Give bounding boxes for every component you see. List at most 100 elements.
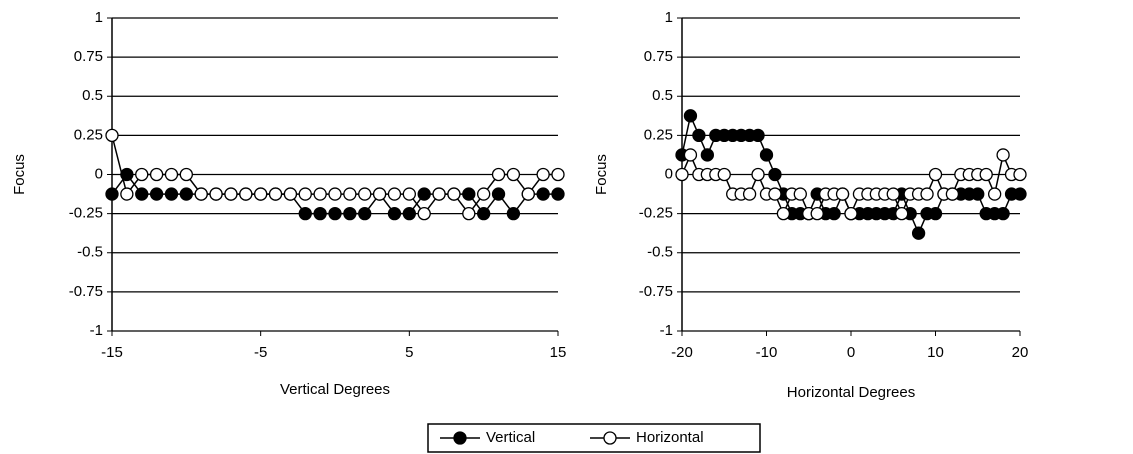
point — [343, 206, 357, 221]
point — [675, 167, 689, 182]
y-tick-label: 0.5 — [82, 87, 103, 104]
point — [164, 167, 179, 182]
x-tick-label: -10 — [756, 344, 778, 361]
y-tick-label: 0.75 — [644, 48, 673, 65]
y-axis-title: Focus — [11, 154, 28, 195]
point — [793, 187, 807, 201]
x-tick-label: 10 — [927, 344, 944, 361]
point — [742, 187, 757, 201]
point — [179, 187, 193, 201]
point — [491, 167, 506, 182]
point — [1013, 187, 1027, 201]
point — [313, 206, 327, 221]
point — [135, 167, 149, 182]
point — [328, 187, 342, 201]
point — [827, 206, 841, 221]
point — [135, 187, 149, 201]
y-tick-label: -0.75 — [639, 283, 673, 300]
point — [751, 167, 765, 182]
point — [768, 187, 782, 201]
point — [776, 206, 791, 221]
point — [536, 167, 550, 182]
point — [945, 187, 960, 201]
point — [521, 187, 535, 201]
y-tick-label: -0.25 — [69, 205, 103, 222]
point — [164, 187, 179, 201]
point — [179, 167, 193, 182]
point — [751, 128, 765, 143]
legend-label: Horizontal — [636, 429, 704, 446]
point — [551, 167, 565, 182]
legend-marker — [603, 431, 617, 445]
point — [149, 167, 164, 182]
x-tick-label: 15 — [550, 344, 567, 361]
point — [536, 187, 550, 201]
point — [402, 206, 416, 221]
point — [358, 206, 372, 221]
point — [886, 187, 900, 201]
x-tick-label: 20 — [1012, 344, 1029, 361]
y-tick-label: -0.25 — [639, 205, 673, 222]
point — [683, 109, 698, 123]
point — [254, 187, 268, 201]
point — [911, 226, 926, 240]
y-tick-label: 1 — [95, 9, 103, 26]
point — [844, 206, 858, 221]
point — [835, 187, 850, 201]
y-tick-label: 0.25 — [644, 126, 673, 143]
point — [1013, 167, 1027, 182]
point — [447, 187, 461, 201]
point — [996, 206, 1010, 221]
point — [120, 187, 134, 201]
point — [343, 187, 357, 201]
point — [717, 167, 731, 182]
point — [506, 167, 521, 182]
point — [105, 187, 119, 201]
point — [988, 187, 1002, 201]
legend-label: Vertical — [486, 429, 535, 446]
point — [895, 206, 909, 221]
point — [328, 206, 342, 221]
point — [477, 187, 491, 201]
y-tick-label: -0.75 — [69, 283, 103, 300]
point — [209, 187, 223, 201]
y-tick-label: -1 — [660, 322, 673, 339]
point — [105, 128, 119, 143]
x-tick-label: -15 — [101, 344, 123, 361]
point — [506, 206, 521, 221]
x-tick-label: 5 — [405, 344, 413, 361]
x-tick-label: -5 — [254, 344, 267, 361]
point — [298, 206, 312, 221]
y-tick-label: 0 — [95, 165, 103, 182]
x-tick-label: -20 — [671, 344, 693, 361]
point — [417, 187, 431, 201]
point — [268, 187, 283, 201]
point — [120, 167, 134, 182]
point — [920, 187, 934, 201]
point — [149, 187, 164, 201]
point — [224, 187, 238, 201]
point — [402, 187, 416, 201]
point — [462, 206, 476, 221]
y-tick-label: -0.5 — [647, 244, 673, 261]
point — [432, 187, 446, 201]
point — [387, 206, 402, 221]
point — [372, 187, 387, 201]
point — [298, 187, 312, 201]
point — [971, 187, 985, 201]
y-tick-label: 1 — [665, 9, 673, 26]
y-tick-label: 0 — [665, 165, 673, 182]
point — [692, 128, 706, 143]
point — [417, 206, 431, 221]
point — [313, 187, 327, 201]
point — [979, 167, 993, 182]
point — [491, 187, 506, 201]
point — [928, 206, 943, 221]
point — [358, 187, 372, 201]
legend-marker — [453, 431, 467, 445]
point — [768, 167, 782, 182]
point — [194, 187, 208, 201]
x-axis-title: Horizontal Degrees — [787, 384, 915, 401]
y-tick-label: -1 — [90, 322, 103, 339]
